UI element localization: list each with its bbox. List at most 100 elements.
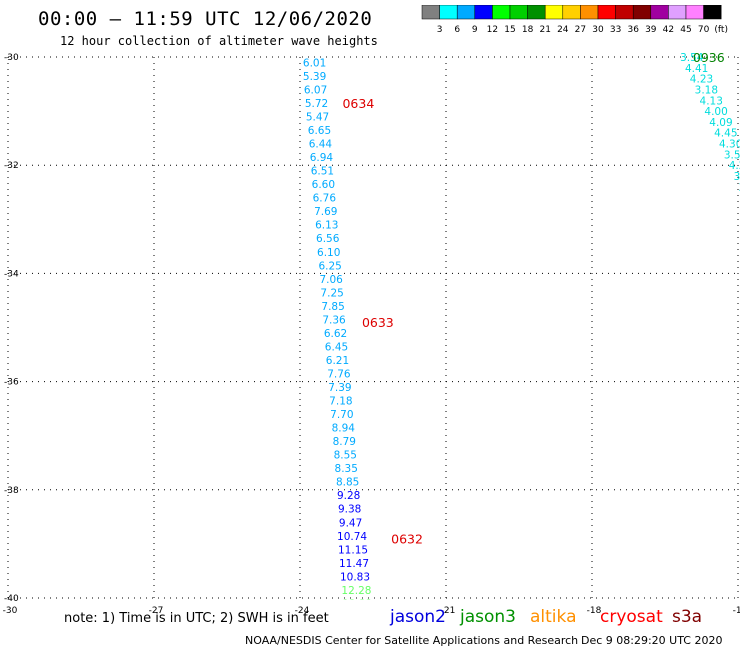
satellite-legend-s3a: s3a	[672, 607, 703, 627]
wave-height-value: 6.10	[317, 247, 340, 259]
wave-height-value: 7.70	[330, 409, 353, 421]
footer-credit: NOAA/NESDIS Center for Satellite Applica…	[245, 634, 579, 647]
x-tick-label: -24	[295, 606, 310, 616]
color-scale-label: 30	[592, 25, 604, 35]
wave-height-value: 10.83	[340, 571, 370, 583]
satellite-legend-jason2: jason2	[390, 607, 446, 627]
wave-height-value: 3.95	[738, 182, 740, 194]
wave-height-value: 4.30	[719, 139, 740, 151]
wave-height-value: 3.54	[680, 52, 704, 64]
wave-height-value: 4.41	[685, 63, 708, 75]
wave-height-value: 8.94	[332, 423, 356, 435]
wave-height-value: 3.18	[695, 84, 718, 96]
footer-timestamp: Dec 9 08:29:20 UTC 2020	[581, 634, 723, 647]
wave-height-value: 4.00	[704, 106, 727, 118]
wave-height-value: 13.24	[343, 612, 373, 624]
data-layer: 6.01 5.396.07 5.72 5.476.65 6.446.94 6.516.60…	[303, 50, 740, 624]
wave-height-value: 8.35	[335, 463, 358, 475]
wave-height-value: 6.60	[312, 179, 335, 191]
wave-height-value: 6.13	[315, 220, 338, 232]
wave-height-value: 6.51	[311, 166, 334, 178]
wave-height-value: 6.21	[326, 355, 349, 367]
color-scale-legend: 3 6 9 12 15 18 21 24 27 30 33 36 39 42 45 70 (ft)	[421, 5, 728, 35]
wave-height-value: 7.69	[314, 206, 337, 218]
wave-height-value: 5.39	[303, 71, 326, 83]
wave-height-value: 9.28	[337, 490, 360, 502]
time-label: 0632	[391, 531, 423, 546]
color-scale-label: 15	[504, 25, 515, 35]
time-label: 0936	[693, 50, 725, 65]
wave-height-value: 8.85	[336, 477, 359, 489]
color-scale-label: 27	[575, 25, 586, 35]
wave-height-value: 4.13	[700, 95, 723, 107]
wave-height-value: 5.72	[305, 98, 328, 110]
time-label: 0633	[362, 315, 394, 330]
color-scale-label: 33	[610, 25, 621, 35]
footer-note: note: 1) Time is in UTC; 2) SWH is in fe…	[64, 611, 329, 626]
time-label: 0634	[342, 96, 374, 111]
satellite-legend-cryosat: cryosat	[600, 607, 663, 627]
wave-height-value: 12.28	[341, 585, 371, 597]
satellite-legend-altika: altika	[530, 607, 577, 627]
color-scale-label: 45	[680, 25, 691, 35]
wave-height-value: 6.44	[309, 139, 333, 151]
color-scale-label: 24	[557, 25, 569, 35]
wave-height-value: 8.55	[334, 450, 357, 462]
wave-height-value: 7.39	[328, 382, 351, 394]
wave-height-value: 4.23	[690, 74, 713, 86]
wave-height-value: 7.25	[320, 287, 343, 299]
y-tick-label: -38	[4, 486, 19, 496]
color-scale-label: 9	[472, 25, 478, 35]
wave-height-value: 6.94	[310, 152, 334, 164]
color-scale-label: 12	[487, 25, 498, 35]
wave-height-value: 7.18	[329, 396, 352, 408]
wave-height-value: 7.85	[321, 301, 344, 313]
wave-height-value: 11.15	[338, 544, 368, 556]
wave-height-value: 11.47	[339, 558, 369, 570]
wave-height-value: 7.06	[319, 274, 343, 286]
color-scale-label: 36	[627, 25, 639, 35]
wave-height-value: 12.22	[342, 598, 372, 610]
wave-height-value: 7.36	[322, 314, 346, 326]
color-scale-label: 39	[645, 25, 657, 35]
wave-height-value: 6.07	[304, 84, 327, 96]
page-subtitle: 12 hour collection of altimeter wave hei…	[60, 34, 378, 48]
wave-height-value: 3.59	[724, 149, 740, 161]
x-tick-label: -27	[149, 606, 164, 616]
x-tick-label: -18	[587, 606, 602, 616]
x-tick-label: -15	[733, 606, 740, 616]
y-tick-label: -40	[4, 594, 19, 604]
wave-height-value: 4.45	[714, 128, 737, 140]
color-scale-label: 6	[454, 25, 460, 35]
wave-height-value: 3.80	[734, 171, 740, 183]
wave-height-value: 8.79	[333, 436, 356, 448]
color-scale-label: 21	[539, 25, 550, 35]
wave-height-value: 6.45	[325, 341, 348, 353]
wave-height-value: 6.62	[324, 328, 347, 340]
y-tick-label: -30	[4, 53, 19, 63]
wave-height-value: 9.47	[339, 517, 362, 529]
color-scale-label: 3	[437, 25, 443, 35]
wave-height-value: 10.74	[337, 531, 367, 543]
wave-height-value: 6.56	[316, 233, 340, 245]
wave-height-value: 9.38	[338, 504, 361, 516]
wave-height-value: 4.26	[729, 160, 740, 172]
y-tick-label: -34	[4, 269, 19, 279]
color-scale-label: (ft)	[714, 25, 728, 35]
color-scale-label: 42	[663, 25, 674, 35]
wave-height-value: 4.09	[709, 117, 732, 129]
satellite-legend-jason3: jason3	[460, 607, 516, 627]
wave-height-value: 6.01	[303, 57, 326, 69]
wave-height-value: 6.25	[318, 260, 341, 272]
wave-height-value: 6.65	[308, 125, 331, 137]
wave-height-value: 6.76	[313, 193, 337, 205]
x-tick-label: -30	[3, 606, 18, 616]
color-swatch	[703, 5, 722, 20]
color-scale-label: 18	[522, 25, 534, 35]
y-tick-label: -36	[4, 378, 19, 388]
color-scale-label: 70	[698, 25, 710, 35]
x-tick-label: -21	[441, 606, 456, 616]
y-tick-label: -32	[4, 161, 19, 171]
wave-height-value: 5.47	[306, 112, 329, 124]
